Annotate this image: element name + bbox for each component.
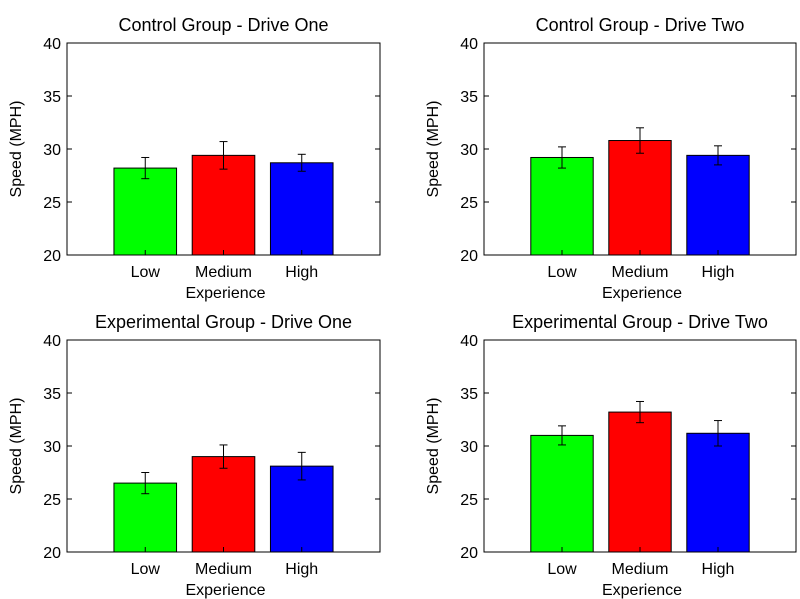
bar-high — [269, 465, 334, 553]
x-tick-label: Medium — [195, 561, 252, 578]
bar-low — [530, 156, 594, 256]
y-tick-label: 35 — [460, 386, 478, 403]
x-tick-label: Medium — [612, 264, 669, 281]
y-tick-label: 30 — [43, 142, 61, 159]
y-tick-label: 35 — [43, 386, 61, 403]
x-tick-label: Medium — [195, 264, 252, 281]
plot-frame — [483, 339, 797, 553]
y-tick-label: 30 — [43, 439, 61, 456]
y-tick-label: 40 — [43, 333, 61, 350]
x-axis-label: Experience — [602, 285, 682, 302]
chart-panel-4: Experimental Group - Drive Two Speed (MPH… — [425, 312, 797, 599]
y-tick-label: 20 — [460, 248, 478, 265]
y-tick-label: 35 — [43, 89, 61, 106]
x-tick-label: High — [285, 561, 318, 578]
y-tick-label: 40 — [460, 36, 478, 53]
x-axis-label: Experience — [602, 582, 682, 599]
y-axis-label: Speed (MPH) — [8, 398, 25, 495]
y-tick-label: 25 — [460, 195, 478, 212]
bar-medium — [608, 411, 672, 553]
x-tick-label: Low — [547, 264, 577, 281]
y-tick-label: 30 — [460, 439, 478, 456]
x-tick-label: High — [702, 561, 735, 578]
bar-high — [686, 432, 750, 553]
bar-low — [530, 434, 594, 553]
plot-frame — [66, 42, 381, 256]
plot-frame — [483, 42, 797, 256]
x-tick-label: High — [702, 264, 735, 281]
plot-frame — [66, 339, 381, 553]
chart-panel-2: Control Group - Drive Two Speed (MPH) 20 25… — [425, 15, 797, 302]
chart-panel-1: Control Group - Drive One Speed (MPH) 20 25… — [8, 15, 381, 302]
y-tick-label: 30 — [460, 142, 478, 159]
y-axis-label: Speed (MPH) — [425, 101, 442, 198]
bar-low — [113, 482, 178, 553]
chart-title: Control Group - Drive Two — [536, 15, 745, 35]
y-tick-label: 25 — [43, 492, 61, 509]
y-tick-label: 25 — [460, 492, 478, 509]
y-tick-label: 25 — [43, 195, 61, 212]
y-axis-label: Speed (MPH) — [425, 398, 442, 495]
x-tick-label: Medium — [612, 561, 669, 578]
y-tick-label: 40 — [460, 333, 478, 350]
bar-medium — [608, 140, 672, 256]
x-tick-label: Low — [131, 264, 161, 281]
y-axis-label: Speed (MPH) — [8, 101, 25, 198]
chart-title: Experimental Group - Drive One — [95, 312, 352, 332]
x-tick-label: High — [285, 264, 318, 281]
y-tick-label: 20 — [43, 545, 61, 562]
x-axis-label: Experience — [185, 285, 265, 302]
x-tick-label: Low — [131, 561, 161, 578]
x-tick-label: Low — [547, 561, 577, 578]
bar-medium — [191, 154, 256, 256]
bar-low — [113, 167, 178, 256]
bar-high — [686, 154, 750, 256]
bar-high — [269, 162, 334, 256]
chart-title: Experimental Group - Drive Two — [512, 312, 768, 332]
x-axis-label: Experience — [185, 582, 265, 599]
chart-panel-3: Experimental Group - Drive One Speed (MPH… — [8, 312, 381, 599]
y-tick-label: 35 — [460, 89, 478, 106]
chart-title: Control Group - Drive One — [118, 15, 328, 35]
y-tick-label: 40 — [43, 36, 61, 53]
bar-medium — [191, 456, 256, 553]
y-tick-label: 20 — [460, 545, 478, 562]
y-tick-label: 20 — [43, 248, 61, 265]
